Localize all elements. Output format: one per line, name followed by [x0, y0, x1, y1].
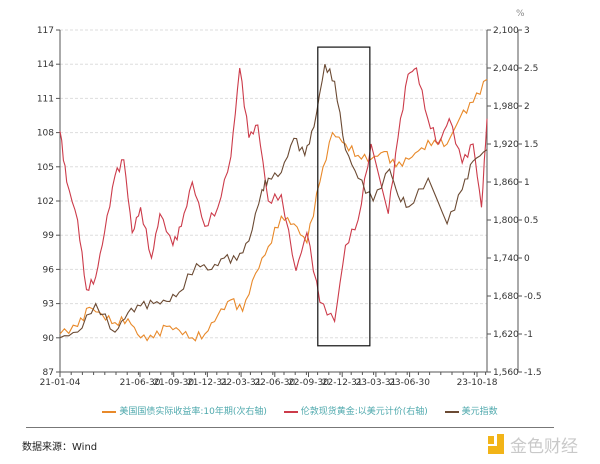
dual-axis-line-chart: 87909396991021051081111141171,5601,6201,…	[37, 9, 542, 388]
legend-item-usd-index[interactable]: 美元指数	[444, 407, 498, 417]
right-axis-tick-label: 2,040	[493, 64, 519, 74]
right-axis-tick-label: 2,100	[493, 26, 519, 36]
right-axis-tick-label: 1,740	[493, 254, 519, 264]
x-axis-tick-label: 23-10-18	[457, 378, 498, 388]
right-axis-tick-label: 1,560	[493, 368, 519, 378]
legend-swatch	[283, 410, 298, 413]
left-axis-tick-label: 114	[37, 60, 54, 70]
legend-label: 伦敦现货黄金:以美元计价(右轴)	[300, 407, 428, 417]
secondary-right-axis-tick-label: 2.5	[524, 64, 538, 74]
secondary-right-axis-tick-label: 0	[524, 254, 530, 264]
legend-item-gold[interactable]: 伦敦现货黄金:以美元计价(右轴)	[283, 407, 428, 417]
legend-swatch	[444, 410, 459, 413]
highlight-rectangle	[317, 46, 371, 347]
unit-label: %	[516, 9, 525, 19]
secondary-right-axis-tick-label: 1.5	[524, 140, 538, 150]
left-axis-tick-label: 99	[43, 231, 55, 241]
x-axis-tick-label: 23-06-30	[389, 378, 430, 388]
right-axis-tick-label: 1,800	[493, 216, 519, 226]
secondary-right-axis-tick-label: -1.5	[524, 368, 542, 378]
x-axis-tick-label: 21-01-04	[40, 378, 81, 388]
series-line-1	[59, 67, 488, 324]
right-axis-tick-label: 1,680	[493, 292, 519, 302]
divider	[26, 427, 554, 428]
secondary-right-axis-tick-label: 0.5	[524, 216, 538, 226]
secondary-right-axis-tick-label: -0.5	[524, 292, 542, 302]
left-axis-tick-label: 93	[43, 300, 54, 310]
right-axis-tick-label: 1,860	[493, 178, 519, 188]
left-axis-tick-label: 117	[37, 26, 54, 36]
x-axis-tick-label: 22-03-31	[221, 378, 262, 388]
legend-item-real-yield[interactable]: 美国国债实际收益率:10年期(次右轴)	[102, 407, 267, 417]
right-axis-tick-label: 1,980	[493, 102, 519, 112]
left-axis-tick-label: 87	[43, 368, 54, 378]
series-line-0	[59, 78, 488, 342]
legend-label: 美元指数	[461, 407, 498, 417]
left-axis-tick-label: 105	[37, 163, 54, 173]
data-source: 数据来源：Wind	[22, 442, 98, 453]
left-axis-tick-label: 111	[37, 94, 54, 104]
secondary-right-axis-tick-label: -1	[524, 330, 533, 340]
left-axis-tick-label: 90	[43, 334, 55, 344]
x-axis-tick-label: 21-09-30	[153, 378, 194, 388]
x-axis-tick-label: 21-12-31	[187, 378, 228, 388]
secondary-right-axis-tick-label: 3	[524, 26, 530, 36]
x-axis-tick-label: 22-12-31	[322, 378, 363, 388]
x-axis-tick-label: 22-06-30	[254, 378, 295, 388]
secondary-right-axis-tick-label: 1	[524, 178, 530, 188]
left-axis-tick-label: 108	[37, 129, 54, 139]
x-axis-tick-label: 22-09-30	[288, 378, 329, 388]
series-line-2	[59, 64, 488, 339]
legend-label: 美国国债实际收益率:10年期(次右轴)	[119, 407, 267, 417]
legend: 美国国债实际收益率:10年期(次右轴) 伦敦现货黄金:以美元计价(右轴) 美元指…	[0, 404, 600, 417]
x-axis-tick-label: 21-06-30	[120, 378, 161, 388]
x-axis-tick-label: 23-03-31	[355, 378, 396, 388]
svg-text:金色财经: 金色财经	[510, 437, 578, 457]
left-axis-tick-label: 96	[43, 265, 55, 275]
right-axis-tick-label: 1,920	[493, 140, 519, 150]
legend-swatch	[102, 410, 117, 413]
jinse-logo: 金色财经	[488, 434, 578, 457]
secondary-right-axis-tick-label: 2	[524, 102, 530, 112]
right-axis-tick-label: 1,620	[493, 330, 519, 340]
left-axis-tick-label: 102	[37, 197, 54, 207]
